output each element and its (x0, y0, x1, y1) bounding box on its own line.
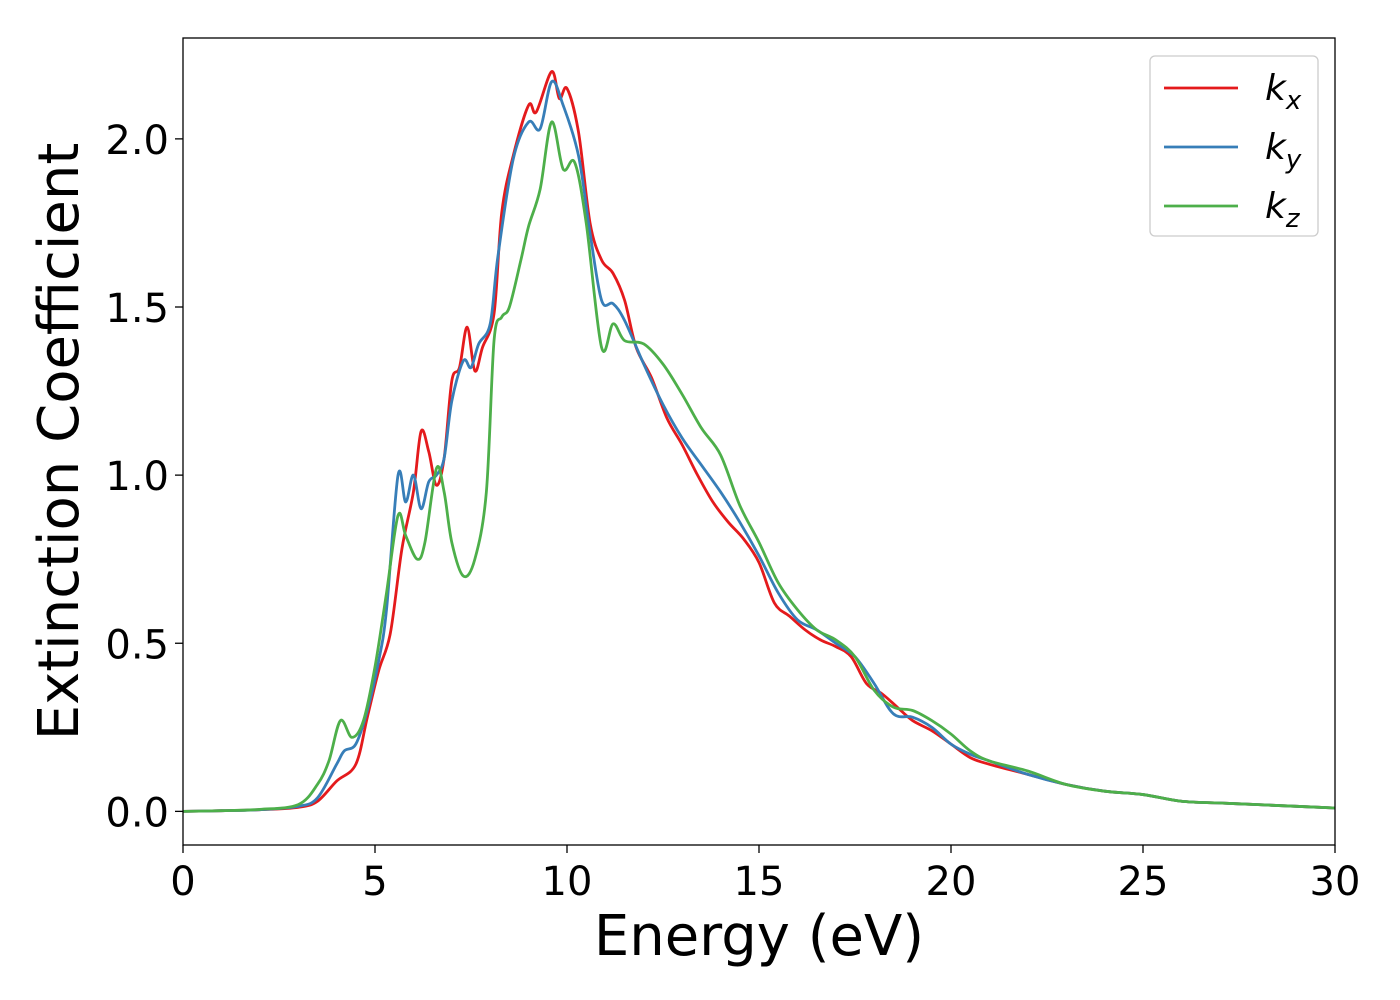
y-tick-label: 2.0 (105, 118, 169, 164)
x-tick-label: 15 (734, 859, 785, 905)
x-tick-label: 30 (1310, 859, 1361, 905)
x-tick-label: 20 (926, 859, 977, 905)
x-tick-label: 5 (362, 859, 387, 905)
y-tick-label: 1.0 (105, 454, 169, 500)
y-tick-label: 1.5 (105, 286, 169, 332)
x-tick-label: 10 (542, 859, 593, 905)
y-tick-label: 0.0 (105, 790, 169, 836)
legend-label-kx: kx (1265, 68, 1302, 116)
series-layer (183, 70, 1335, 813)
y-axis: 0.0 0.5 1.0 1.5 2.0 (105, 118, 183, 836)
x-axis-title: Energy (eV) (594, 904, 924, 969)
y-tick-label: 0.5 (105, 622, 169, 668)
x-tick-label: 25 (1118, 859, 1169, 905)
x-axis: 0 5 10 15 20 25 30 (170, 845, 1360, 905)
y-axis-title: Extinction Coefficient (27, 143, 92, 741)
series-line-kz (183, 120, 1335, 813)
legend-label-ky: ky (1265, 127, 1302, 175)
x-tick-label: 0 (170, 859, 195, 905)
